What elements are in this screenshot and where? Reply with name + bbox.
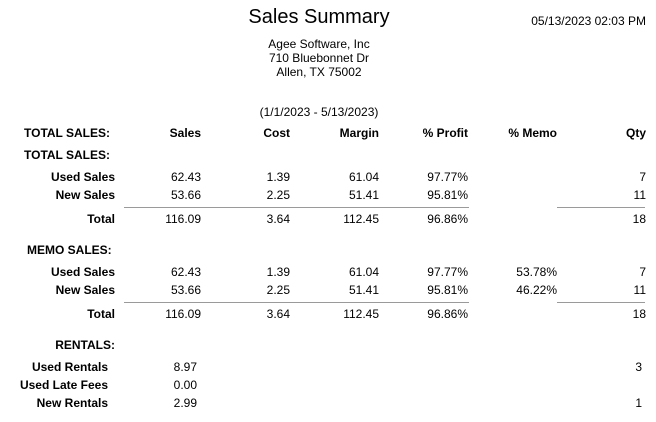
- cell-qty: 1: [635, 396, 642, 410]
- cell-sales: 62.43: [170, 265, 201, 279]
- column-header-cost: Cost: [263, 126, 290, 140]
- section-heading-rentals: RENTALS:: [55, 338, 115, 352]
- cell-margin: 51.41: [348, 283, 379, 297]
- cell-margin: 112.45: [343, 307, 379, 321]
- column-header-sales: Sales: [169, 126, 201, 140]
- cell-profit: 95.81%: [427, 283, 468, 297]
- company-address-line1: 710 Bluebonnet Dr: [268, 51, 370, 65]
- cell-cost: 3.64: [266, 307, 290, 321]
- cell-sales: 0.00: [173, 378, 197, 392]
- column-header-label: TOTAL SALES:: [24, 126, 111, 140]
- cell-qty: 18: [632, 307, 646, 321]
- cell-memo: 53.78%: [516, 265, 557, 279]
- cell-cost: 1.39: [266, 265, 290, 279]
- total-divider: [124, 302, 469, 303]
- date-range: (1/1/2023 - 5/13/2023): [259, 105, 379, 119]
- row-label: New Sales: [55, 283, 115, 297]
- cell-sales: 53.66: [170, 283, 201, 297]
- cell-sales: 53.66: [170, 188, 201, 202]
- cell-qty: 18: [632, 212, 646, 226]
- report-title: Sales Summary: [248, 6, 390, 28]
- row-label: New Sales: [55, 188, 115, 202]
- cell-profit: 95.81%: [427, 188, 468, 202]
- cell-margin: 61.04: [348, 170, 379, 184]
- cell-sales: 8.97: [173, 360, 197, 374]
- cell-profit: 96.86%: [427, 307, 468, 321]
- row-label: Used Sales: [50, 265, 115, 279]
- cell-cost: 2.25: [266, 283, 290, 297]
- cell-profit: 97.77%: [427, 170, 468, 184]
- column-header-qty: Qty: [625, 126, 646, 140]
- cell-cost: 1.39: [266, 170, 290, 184]
- column-header-margin: Margin: [339, 126, 379, 140]
- row-label: Total: [87, 307, 115, 321]
- cell-qty: 3: [635, 360, 642, 374]
- cell-sales: 2.99: [173, 396, 197, 410]
- cell-qty: 11: [633, 188, 646, 202]
- total-divider-qty: [557, 207, 645, 208]
- cell-qty: 11: [633, 283, 646, 297]
- cell-cost: 3.64: [266, 212, 290, 226]
- cell-qty: 7: [639, 170, 646, 184]
- total-divider: [124, 207, 469, 208]
- section-heading-memo-sales: MEMO SALES:: [27, 243, 112, 257]
- cell-cost: 2.25: [266, 188, 290, 202]
- column-header-profit: % Profit: [422, 126, 468, 140]
- cell-qty: 7: [639, 265, 646, 279]
- cell-sales: 62.43: [170, 170, 201, 184]
- cell-profit: 96.86%: [427, 212, 468, 226]
- row-label: Used Rentals: [31, 360, 108, 374]
- row-label: Total: [87, 212, 115, 226]
- total-divider-qty: [557, 302, 645, 303]
- cell-margin: 61.04: [348, 265, 379, 279]
- section-heading-total-sales: TOTAL SALES:: [24, 148, 111, 162]
- cell-margin: 112.45: [343, 212, 379, 226]
- cell-memo: 46.22%: [516, 283, 557, 297]
- company-address-line2: Allen, TX 75002: [276, 65, 362, 79]
- row-label: Used Late Fees: [19, 378, 108, 392]
- column-header-memo: % Memo: [508, 126, 557, 140]
- report-datetime: 05/13/2023 02:03 PM: [531, 14, 646, 28]
- cell-margin: 51.41: [348, 188, 379, 202]
- cell-sales: 116.09: [165, 212, 201, 226]
- company-name: Agee Software, Inc: [268, 37, 370, 51]
- row-label: Used Sales: [50, 170, 115, 184]
- row-label: New Rentals: [36, 396, 108, 410]
- cell-profit: 97.77%: [427, 265, 468, 279]
- cell-sales: 116.09: [165, 307, 201, 321]
